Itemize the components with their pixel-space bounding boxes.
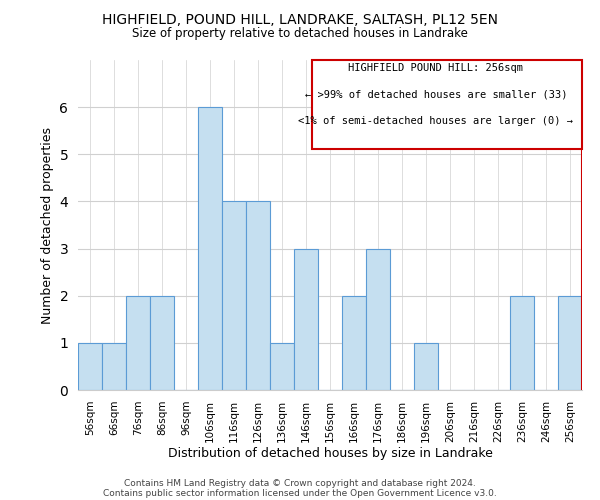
Text: Contains public sector information licensed under the Open Government Licence v3: Contains public sector information licen… xyxy=(103,488,497,498)
Bar xyxy=(102,343,126,390)
Bar xyxy=(222,202,246,390)
Bar xyxy=(414,343,438,390)
Text: ← >99% of detached houses are smaller (33): ← >99% of detached houses are smaller (3… xyxy=(305,90,567,100)
Text: Size of property relative to detached houses in Landrake: Size of property relative to detached ho… xyxy=(132,28,468,40)
Bar xyxy=(150,296,174,390)
Bar xyxy=(366,248,390,390)
Y-axis label: Number of detached properties: Number of detached properties xyxy=(41,126,54,324)
Bar xyxy=(558,296,582,390)
Bar xyxy=(246,202,270,390)
Bar xyxy=(510,296,534,390)
Bar xyxy=(198,107,222,390)
Bar xyxy=(313,60,582,149)
Bar xyxy=(270,343,294,390)
X-axis label: Distribution of detached houses by size in Landrake: Distribution of detached houses by size … xyxy=(167,448,493,460)
Text: HIGHFIELD, POUND HILL, LANDRAKE, SALTASH, PL12 5EN: HIGHFIELD, POUND HILL, LANDRAKE, SALTASH… xyxy=(102,12,498,26)
Text: Contains HM Land Registry data © Crown copyright and database right 2024.: Contains HM Land Registry data © Crown c… xyxy=(124,478,476,488)
Bar xyxy=(294,248,318,390)
Bar xyxy=(126,296,150,390)
Text: <1% of semi-detached houses are larger (0) →: <1% of semi-detached houses are larger (… xyxy=(298,116,574,126)
Bar xyxy=(342,296,366,390)
Text: HIGHFIELD POUND HILL: 256sqm: HIGHFIELD POUND HILL: 256sqm xyxy=(349,64,523,74)
Bar xyxy=(78,343,102,390)
